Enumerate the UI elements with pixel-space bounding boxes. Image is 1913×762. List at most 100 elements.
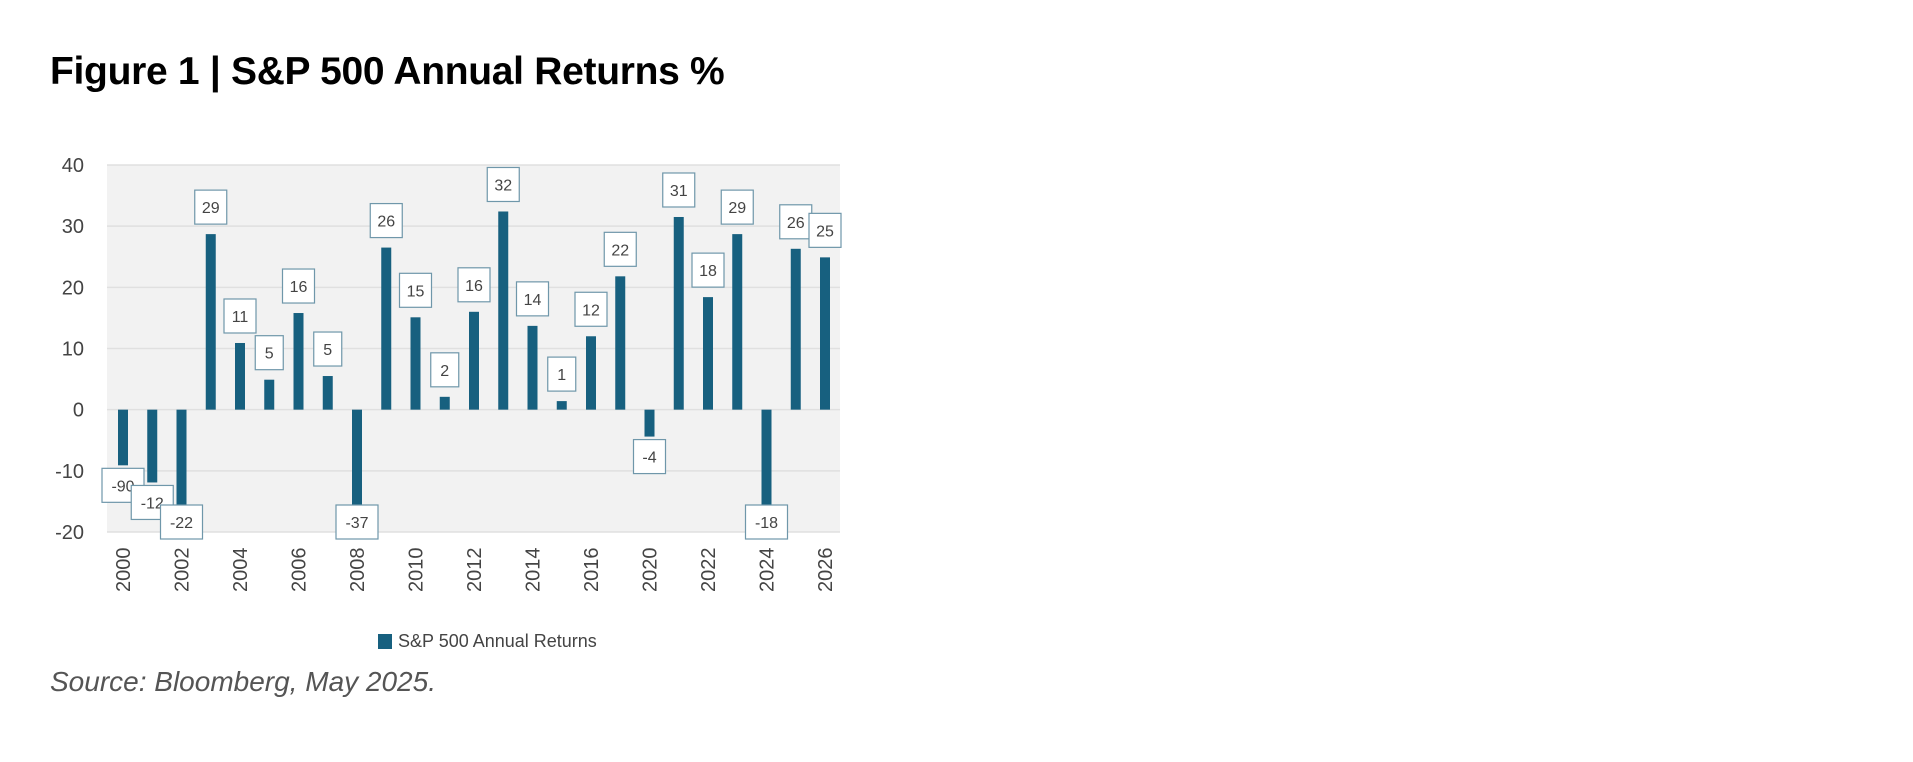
data-label: -37 [335,504,379,540]
data-label-box [547,356,577,392]
x-tick-label: 2022 [698,548,720,593]
data-label-box [369,202,403,239]
bar [235,342,245,410]
data-label: 16 [281,268,316,304]
bar [176,409,187,532]
bar [410,317,421,410]
x-tick-label: 2010 [406,548,428,593]
y-tick-label: 10 [62,339,84,361]
figure-title: Figure 1 | S&P 500 Annual Returns % [50,50,725,93]
data-label: -4 [632,438,667,475]
data-label-box [457,267,491,303]
data-label-box [254,335,284,371]
data-label-box [632,438,667,475]
data-label-text: 26 [787,215,805,232]
data-label-box [691,252,725,288]
data-label: 5 [313,331,343,367]
data-label-box [223,298,257,334]
data-label-text: -12 [141,495,164,512]
x-tick-label: 2006 [289,548,311,593]
x-tick-label: 2016 [581,548,603,593]
x-tick-label: 2014 [523,548,545,593]
bar [469,311,479,410]
data-label-text: 16 [465,278,483,295]
data-label: 14 [515,281,550,317]
data-label: 16 [457,267,491,303]
data-label-text: 22 [611,242,629,259]
data-label: 12 [574,291,608,327]
data-label-box [335,504,379,540]
data-label-text: 29 [202,200,220,217]
data-label: 26 [779,204,813,240]
data-label-box [486,166,520,203]
bar [761,409,772,521]
data-label-box [159,504,204,540]
y-tick-label: -10 [55,461,84,483]
y-tick-label: 40 [62,155,84,177]
data-label-text: 31 [670,183,688,200]
data-label: 18 [691,252,725,288]
data-label-text: 29 [728,200,746,217]
data-label-box [662,172,696,208]
bar [381,247,392,410]
data-label-text: 11 [232,309,249,326]
data-label-text: 14 [524,292,542,309]
bar [352,409,362,532]
x-tick-label: 2000 [113,548,135,593]
x-tick-label: 2004 [230,548,252,593]
data-label-box [313,331,343,367]
legend-swatch [378,634,392,649]
y-tick-label: 20 [62,277,84,299]
data-label-text: -90 [111,478,134,495]
y-tick-label: 0 [73,400,84,422]
data-label: 1 [547,356,577,392]
bar [556,401,567,410]
data-label-text: 1 [557,367,566,384]
bar [644,409,655,437]
data-label-text: 26 [377,214,395,231]
data-label: -22 [159,504,204,540]
bar [293,313,304,410]
data-label-box [398,272,433,308]
data-label-text: 12 [582,302,600,319]
data-label: 29 [194,189,228,225]
bar [615,276,626,410]
data-label: 5 [254,335,284,371]
data-label-text: 25 [816,223,834,240]
data-label: 15 [398,272,433,308]
data-label: 29 [720,189,754,225]
data-label-text: 5 [323,342,332,359]
data-label: 32 [486,166,520,203]
data-label-text: -22 [170,515,193,532]
bar [732,234,743,410]
bar [205,234,216,410]
x-tick-label: 2002 [172,548,194,593]
y-tick-label: -20 [55,522,84,544]
data-label: 11 [223,298,257,334]
bar [703,297,713,410]
bar [790,248,801,410]
bar [498,211,509,410]
bar [264,379,275,410]
data-label-text: -18 [755,515,778,532]
legend-label: S&P 500 Annual Returns [398,631,597,651]
bar [147,409,158,483]
data-label-box [744,504,789,540]
data-label: 2 [430,352,460,388]
x-tick-label: 2012 [464,548,486,593]
bar [586,336,596,410]
x-tick-label: 2024 [757,548,779,593]
x-tick-label: 2026 [815,548,837,593]
data-label-box [603,231,637,267]
data-label-box [194,189,228,225]
y-tick-label: 30 [62,216,84,238]
bar [439,396,450,410]
bar [820,257,830,410]
data-label-box [720,189,754,225]
data-label-text: 18 [699,263,717,280]
data-label-text: 15 [407,283,425,300]
data-label-text: 16 [290,279,308,296]
bar [322,376,333,410]
x-tick-label: 2020 [640,548,662,593]
